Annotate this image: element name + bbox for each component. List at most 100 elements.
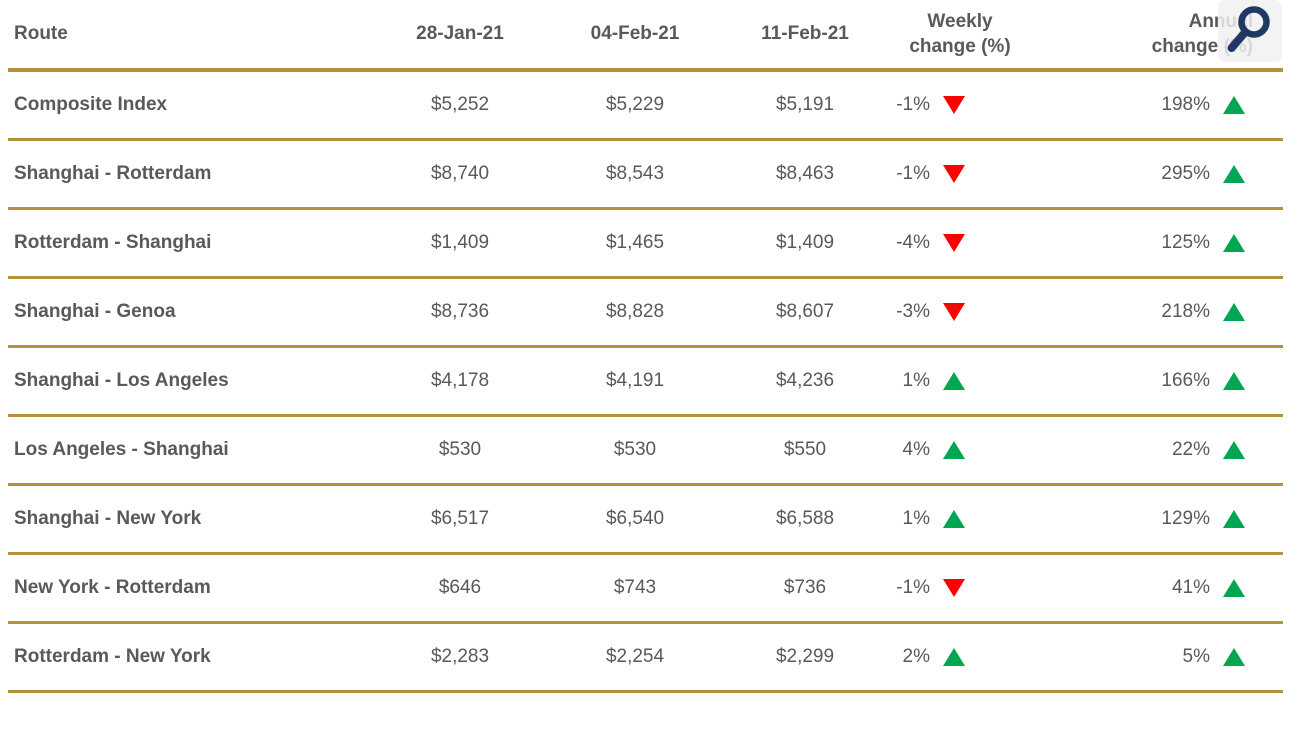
- rate-cell-date-1: $530: [438, 438, 482, 460]
- rate-cell-date-3: $6,588: [775, 507, 835, 529]
- rate-cell-date-2: $530: [613, 438, 657, 460]
- up-arrow-icon: [1223, 233, 1245, 252]
- weekly-change-cell: -1%: [890, 139, 1030, 208]
- up-arrow-icon: [943, 371, 965, 390]
- annual-change-value: 218%: [1161, 300, 1210, 322]
- annual-change-cell: 125%: [1030, 208, 1283, 277]
- up-arrow-icon: [1223, 95, 1245, 114]
- annual-change-cell: 218%: [1030, 277, 1283, 346]
- weekly-change-cell: -3%: [890, 277, 1030, 346]
- weekly-change-cell: -1%: [890, 553, 1030, 622]
- weekly-change-cell: 2%: [890, 622, 1030, 691]
- up-arrow-icon: [1223, 647, 1245, 666]
- search-icon: [1227, 6, 1270, 52]
- rate-cell-date-1: $8,736: [430, 300, 490, 322]
- col-header-route: Route: [14, 23, 68, 44]
- table-row: Shanghai - Genoa $8,736 $8,828 $8,607 -3…: [8, 277, 1283, 346]
- annual-change-value: 198%: [1161, 93, 1210, 115]
- search-button[interactable]: [1218, 0, 1282, 62]
- weekly-change-value: 1%: [902, 369, 930, 391]
- down-arrow-icon: [943, 302, 965, 321]
- rate-cell-date-1: $8,740: [430, 162, 490, 184]
- weekly-change-value: 4%: [902, 438, 930, 460]
- up-arrow-icon: [1223, 164, 1245, 183]
- annual-change-cell: 295%: [1030, 139, 1283, 208]
- down-arrow-icon: [943, 233, 965, 252]
- weekly-change-header-line2: change (%): [909, 36, 1011, 57]
- table-row: Los Angeles - Shanghai $530 $530 $550 4%…: [8, 415, 1283, 484]
- weekly-change-value: 1%: [902, 507, 930, 529]
- rate-cell-date-1: $5,252: [430, 93, 490, 115]
- annual-change-value: 166%: [1161, 369, 1210, 391]
- rate-cell-date-2: $743: [613, 576, 657, 598]
- route-cell: Los Angeles - Shanghai: [14, 438, 229, 460]
- rate-cell-date-2: $8,543: [605, 162, 665, 184]
- table-row: Composite Index $5,252 $5,229 $5,191 -1%…: [8, 70, 1283, 139]
- freight-rates-table: Route 28-Jan-21 04-Feb-21 11-Feb-21 Week…: [8, 0, 1283, 693]
- rate-cell-date-3: $2,299: [775, 645, 835, 667]
- weekly-change-cell: -4%: [890, 208, 1030, 277]
- rate-cell-date-2: $8,828: [605, 300, 665, 322]
- table-row: Shanghai - Los Angeles $4,178 $4,191 $4,…: [8, 346, 1283, 415]
- weekly-change-cell: -1%: [890, 70, 1030, 139]
- up-arrow-icon: [1223, 371, 1245, 390]
- rate-cell-date-3: $1,409: [775, 231, 835, 253]
- table-row: Rotterdam - New York $2,283 $2,254 $2,29…: [8, 622, 1283, 691]
- up-arrow-icon: [943, 440, 965, 459]
- annual-change-value: 125%: [1161, 231, 1210, 253]
- weekly-change-value: -1%: [896, 162, 930, 184]
- rate-cell-date-1: $1,409: [430, 231, 490, 253]
- weekly-change-cell: 1%: [890, 484, 1030, 553]
- up-arrow-icon: [1223, 578, 1245, 597]
- route-cell: New York - Rotterdam: [14, 576, 211, 598]
- table-row: Rotterdam - Shanghai $1,409 $1,465 $1,40…: [8, 208, 1283, 277]
- rate-cell-date-2: $1,465: [605, 231, 665, 253]
- annual-change-value: 5%: [1182, 645, 1210, 667]
- rate-cell-date-3: $550: [783, 438, 827, 460]
- weekly-change-value: 2%: [902, 645, 930, 667]
- annual-change-cell: 198%: [1030, 70, 1283, 139]
- rate-cell-date-1: $6,517: [430, 507, 490, 529]
- weekly-change-value: -3%: [896, 300, 930, 322]
- col-header-date-3: 11-Feb-21: [761, 23, 849, 44]
- down-arrow-icon: [943, 164, 965, 183]
- rate-cell-date-3: $8,463: [775, 162, 835, 184]
- up-arrow-icon: [1223, 440, 1245, 459]
- weekly-change-header-line1: Weekly: [927, 11, 993, 32]
- rate-cell-date-1: $4,178: [430, 369, 490, 391]
- up-arrow-icon: [1223, 302, 1245, 321]
- weekly-change-value: -1%: [896, 93, 930, 115]
- rate-cell-date-2: $5,229: [605, 93, 665, 115]
- annual-change-value: 295%: [1161, 162, 1210, 184]
- annual-change-cell: 166%: [1030, 346, 1283, 415]
- down-arrow-icon: [943, 578, 965, 597]
- weekly-change-value: -1%: [896, 576, 930, 598]
- up-arrow-icon: [1223, 509, 1245, 528]
- route-cell: Shanghai - New York: [14, 507, 202, 529]
- annual-change-value: 22%: [1171, 438, 1210, 460]
- col-header-date-2: 04-Feb-21: [590, 23, 680, 44]
- annual-change-value: 41%: [1171, 576, 1210, 598]
- weekly-change-cell: 1%: [890, 346, 1030, 415]
- annual-change-cell: 129%: [1030, 484, 1283, 553]
- up-arrow-icon: [943, 509, 965, 528]
- weekly-change-value: -4%: [896, 231, 930, 253]
- table-row: Shanghai - New York $6,517 $6,540 $6,588…: [8, 484, 1283, 553]
- rate-cell-date-2: $4,191: [605, 369, 665, 391]
- rate-cell-date-3: $4,236: [775, 369, 835, 391]
- rate-cell-date-3: $8,607: [775, 300, 835, 322]
- col-header-weekly-change: Weekly change (%): [890, 0, 1030, 70]
- rate-cell-date-3: $736: [783, 576, 827, 598]
- annual-change-value: 129%: [1161, 507, 1210, 529]
- route-cell: Composite Index: [14, 93, 168, 115]
- rate-cell-date-3: $5,191: [775, 93, 835, 115]
- route-cell: Shanghai - Genoa: [14, 300, 176, 322]
- annual-change-cell: 22%: [1030, 415, 1283, 484]
- route-cell: Rotterdam - Shanghai: [14, 231, 212, 253]
- col-header-date-1: 28-Jan-21: [416, 23, 504, 44]
- table-row: Shanghai - Rotterdam $8,740 $8,543 $8,46…: [8, 139, 1283, 208]
- rate-cell-date-2: $2,254: [605, 645, 665, 667]
- weekly-change-cell: 4%: [890, 415, 1030, 484]
- up-arrow-icon: [943, 647, 965, 666]
- annual-change-cell: 41%: [1030, 553, 1283, 622]
